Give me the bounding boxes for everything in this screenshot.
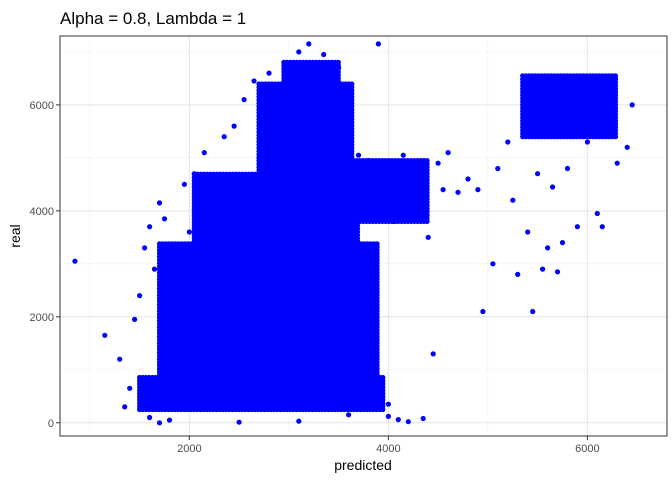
scatter-point: [380, 374, 386, 381]
scatter-point: [374, 241, 380, 247]
points-layer: [72, 41, 635, 426]
chart-title: Alpha = 0.8, Lambda = 1: [60, 9, 246, 28]
